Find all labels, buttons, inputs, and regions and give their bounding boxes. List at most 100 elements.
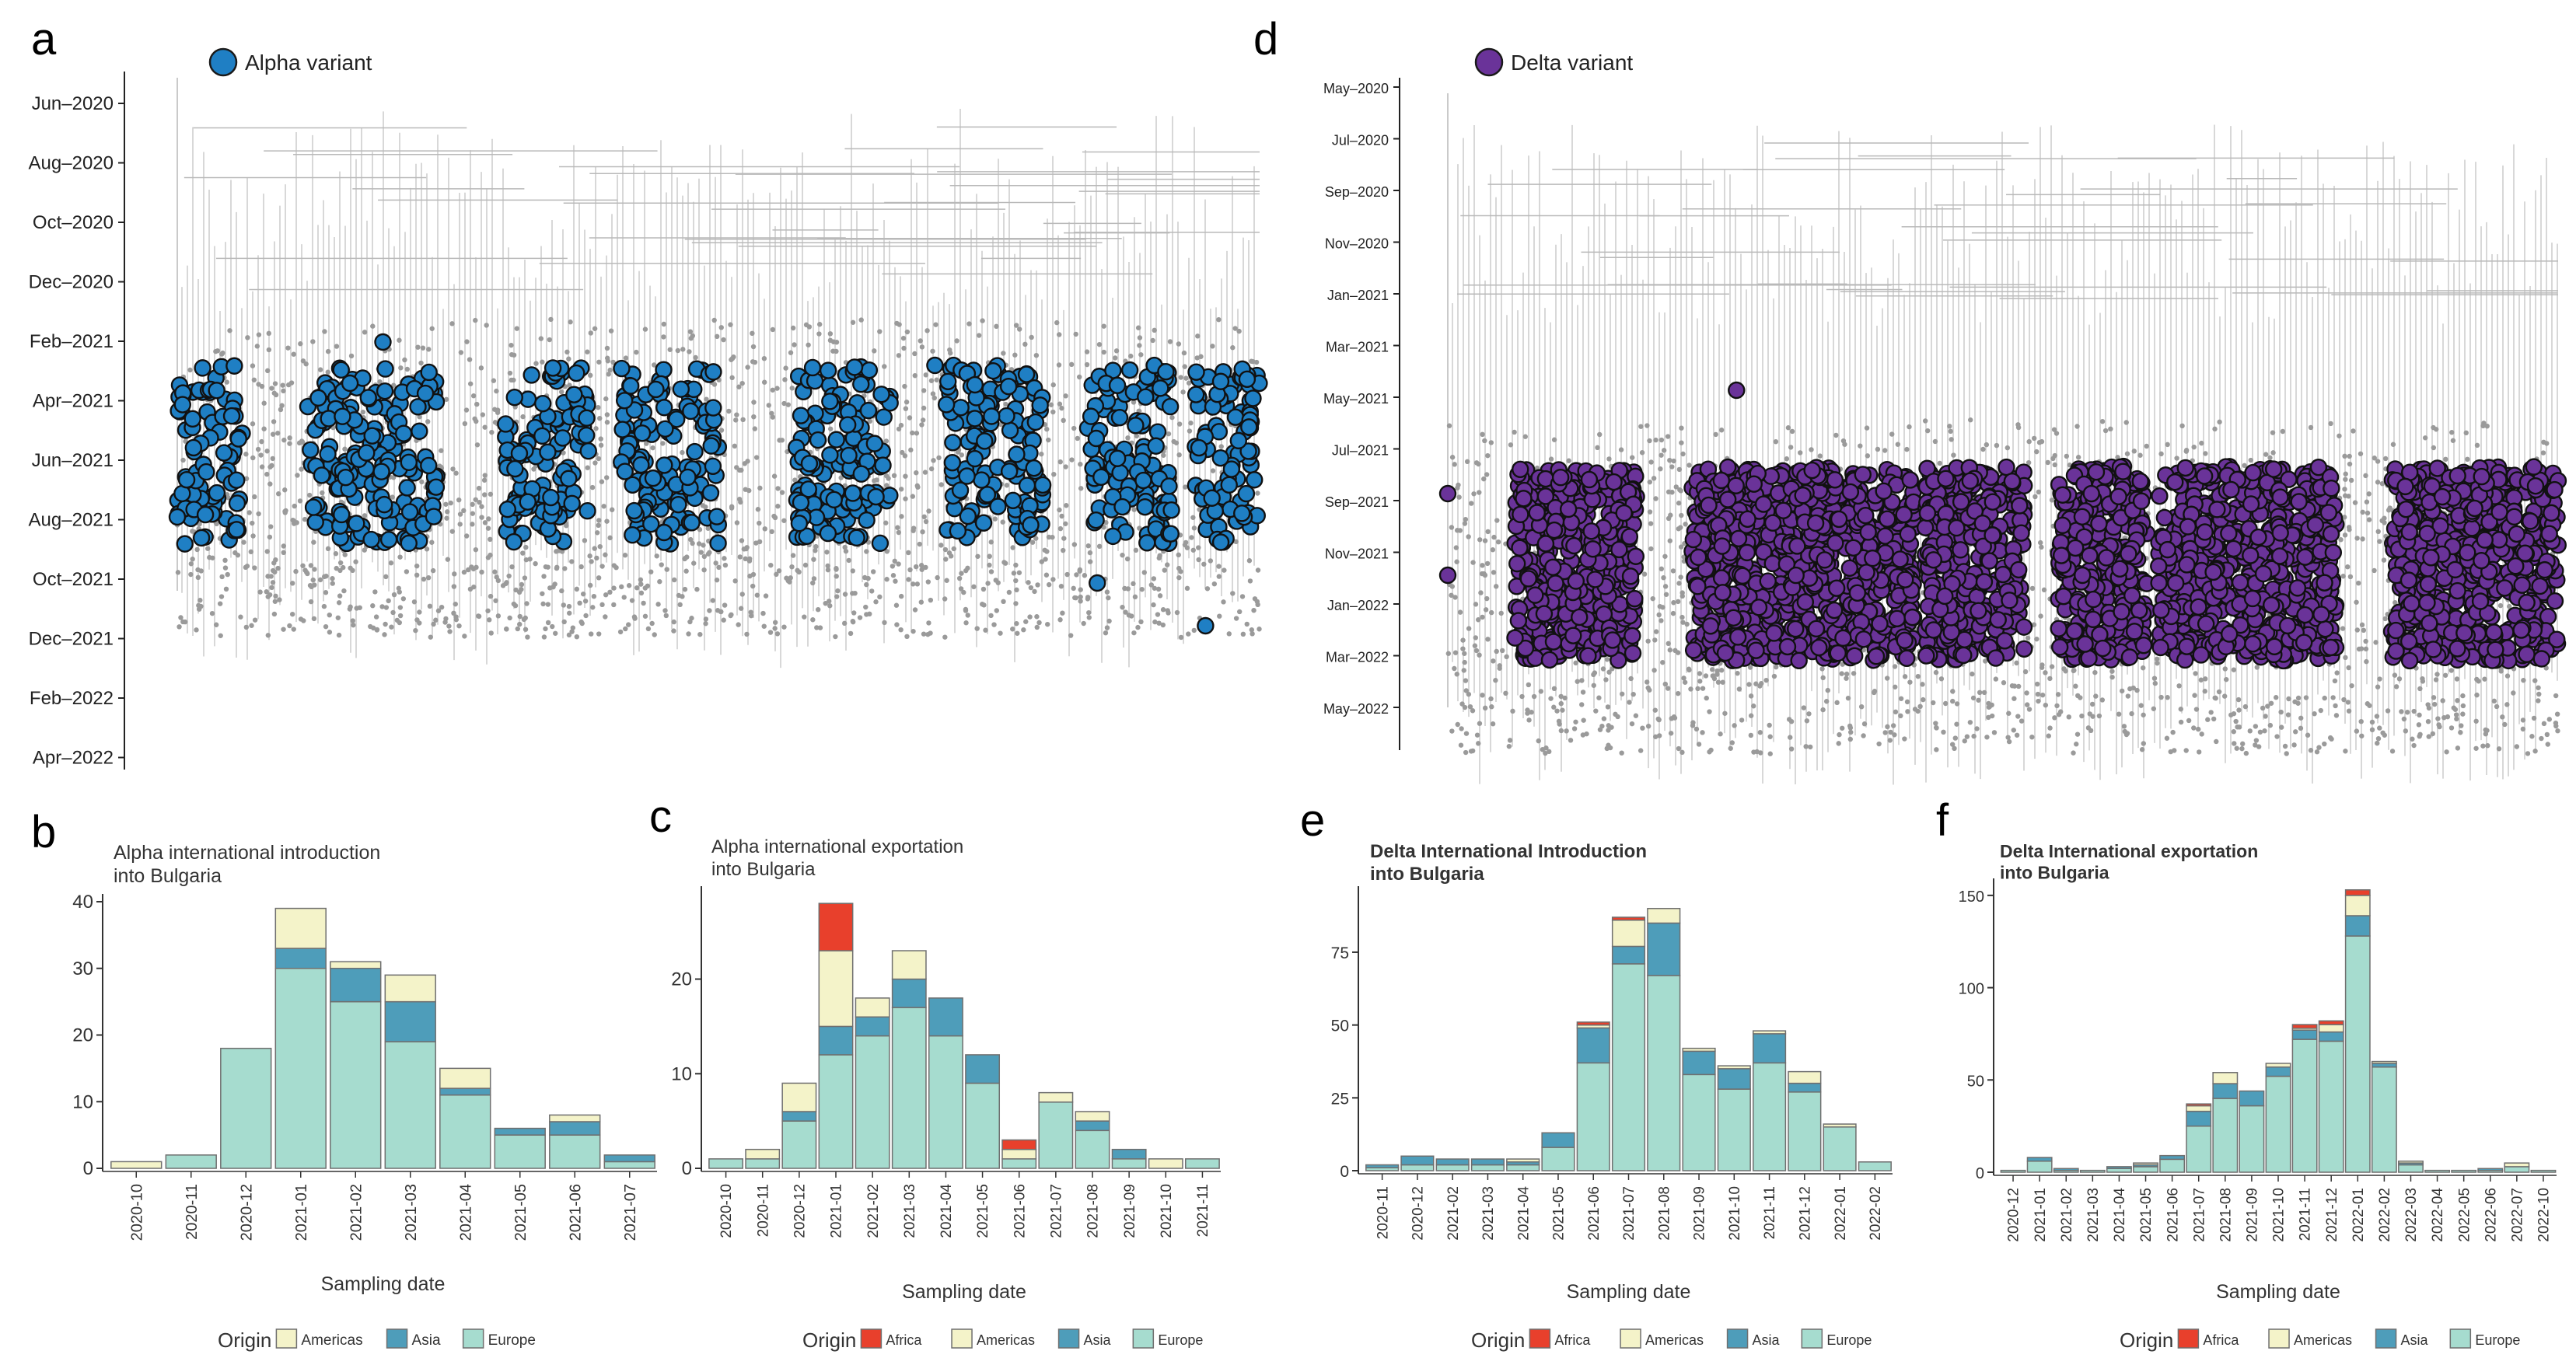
alpha-tip: [1001, 421, 1019, 439]
alpha-tip: [1220, 476, 1238, 494]
tree-tip: [1675, 599, 1681, 605]
tree-tip: [285, 345, 291, 351]
tree-tip: [1029, 539, 1036, 545]
tree-tip: [1660, 605, 1665, 610]
panel-letter-f: f: [1936, 795, 1949, 846]
tree-tip: [458, 350, 464, 355]
tree-tip: [1864, 425, 1870, 431]
tree-tip: [1106, 618, 1112, 624]
alpha-tip: [1087, 511, 1105, 529]
alpha-tip: [229, 430, 247, 448]
tree-tip: [1061, 536, 1067, 541]
tree-tip: [250, 363, 256, 368]
tree-tip: [433, 617, 439, 623]
tree-tip: [2217, 419, 2222, 425]
tree-tip: [1941, 729, 1946, 735]
tree-tip: [487, 617, 492, 623]
tree-tip: [1665, 686, 1671, 691]
tree-tip: [1081, 620, 1086, 627]
tree-tip: [264, 549, 270, 554]
tree-tip: [1656, 612, 1662, 618]
tree-tip: [248, 549, 254, 555]
tree-tip: [582, 538, 588, 543]
tree-tip: [309, 584, 314, 590]
tree-tip: [985, 581, 991, 586]
tree-tip: [2096, 713, 2102, 719]
tree-tip: [2015, 714, 2021, 719]
alpha-tip: [871, 534, 890, 553]
tree-tip: [561, 619, 567, 625]
tree-tip: [734, 520, 740, 525]
tree-tip: [259, 383, 265, 389]
tree-tip: [2500, 714, 2505, 720]
tree-tip: [2347, 461, 2353, 467]
tree-tip: [596, 404, 601, 410]
tree-tip: [218, 633, 223, 638]
tree-tip: [1640, 725, 1645, 731]
alpha-tip: [398, 479, 416, 497]
alpha-tip: [1136, 497, 1154, 516]
tree-tip: [2449, 430, 2455, 435]
alpha-tip: [379, 530, 398, 549]
tree-tip: [1218, 444, 1224, 449]
tree-tip: [2178, 707, 2184, 712]
alpha-tip: [505, 532, 523, 551]
alpha-tip: [951, 481, 970, 499]
tree-tip: [474, 564, 479, 571]
tree-tip: [914, 581, 921, 587]
tree-tip: [594, 555, 599, 561]
alpha-tip: [679, 468, 697, 487]
tree-tip: [1125, 435, 1131, 441]
tree-tip: [597, 543, 603, 550]
tree-tip: [604, 475, 610, 480]
tree-tip: [2208, 710, 2214, 715]
tree-tip: [415, 344, 421, 350]
tree-tip: [298, 341, 303, 347]
tree-tip: [256, 332, 262, 337]
tree-tip: [1713, 431, 1718, 438]
tree-tip: [842, 592, 848, 597]
tree-tip: [265, 633, 271, 638]
tree-tip: [182, 619, 188, 625]
tree-tip: [988, 539, 994, 545]
tree-tip: [782, 377, 788, 382]
tree-tip: [931, 395, 937, 401]
tree-tip: [1558, 728, 1564, 734]
tree-tip: [1580, 689, 1586, 695]
tree-tip: [2375, 684, 2381, 689]
tree-tip: [1449, 525, 1455, 530]
tree-tip: [336, 632, 342, 638]
tree-tip: [2233, 718, 2239, 724]
tree-tip: [430, 567, 436, 574]
tree-tip: [1820, 707, 1826, 713]
y-tick-label: Jan–2022: [1327, 598, 1389, 613]
tree-tip: [1652, 668, 1657, 673]
tree-tip: [1836, 741, 1841, 746]
tree-tip: [2334, 670, 2340, 676]
alpha-tip: [1026, 413, 1045, 431]
alpha-tip: [875, 408, 893, 426]
alpha-tip: [867, 487, 885, 506]
tree-tip: [1251, 607, 1257, 613]
alpha-tip: [1110, 408, 1129, 427]
tree-tip: [317, 577, 323, 583]
tree-tip: [1485, 637, 1491, 642]
alpha-tip: [821, 446, 839, 464]
tree-tip: [1652, 637, 1658, 643]
tree-tip: [728, 322, 733, 327]
tree-tip: [1039, 559, 1045, 564]
tree-tip: [2546, 717, 2553, 722]
tree-tip: [222, 565, 229, 571]
tree-tip: [2198, 677, 2204, 683]
tree-tip: [2009, 683, 2015, 689]
tree-tip: [770, 387, 775, 393]
tree-tip: [429, 539, 435, 545]
alpha-tip: [539, 443, 557, 461]
tree-tip: [1138, 352, 1144, 358]
tree-tip: [2165, 695, 2170, 700]
tree-tip: [561, 450, 566, 456]
tree-tip: [1676, 501, 1682, 506]
tree-tip: [1905, 709, 1910, 714]
tree-tip: [1477, 490, 1482, 495]
tree-tip: [2247, 728, 2253, 734]
